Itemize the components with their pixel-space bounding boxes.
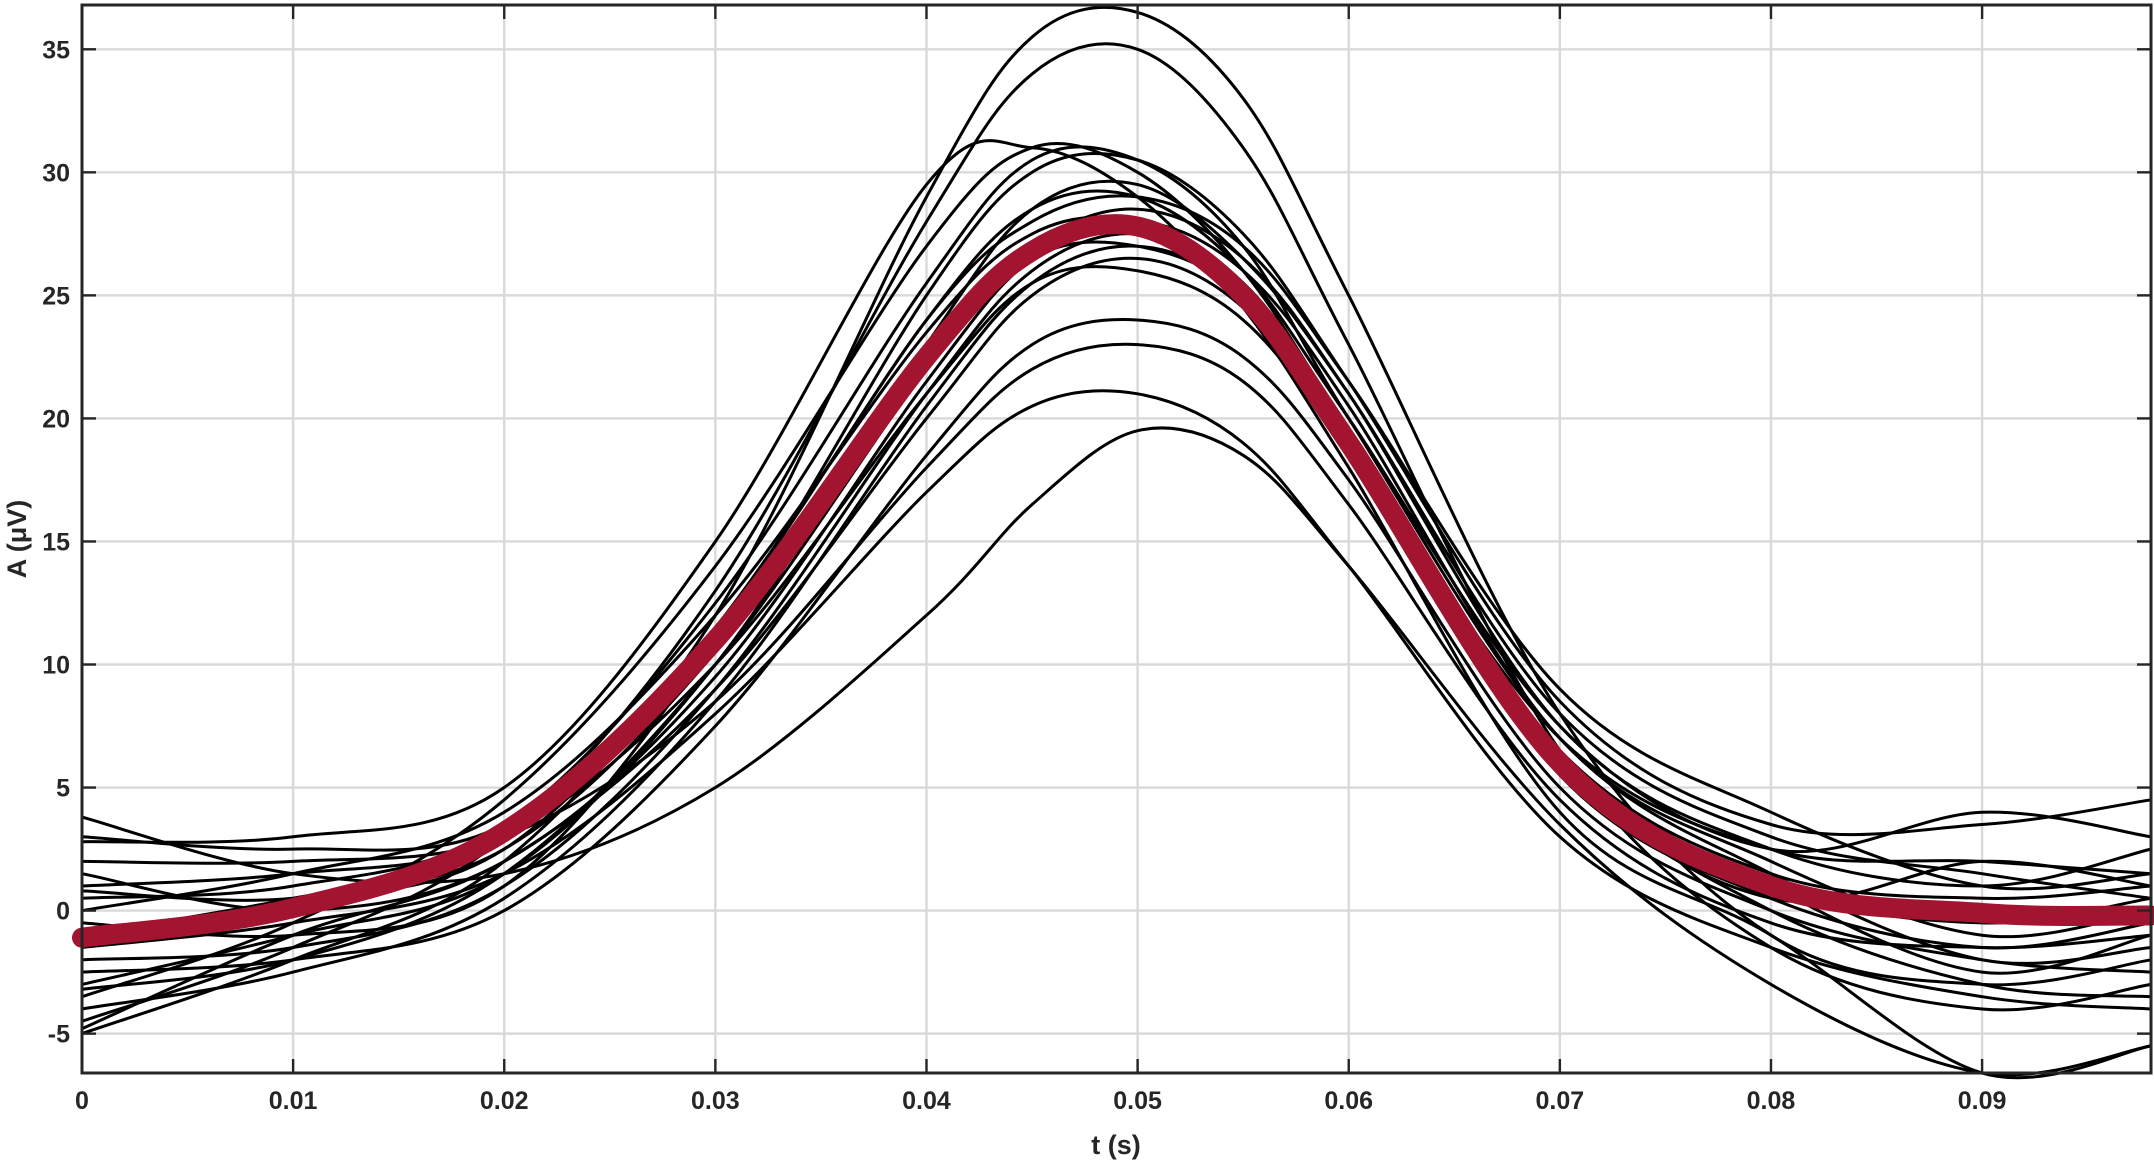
x-tick-label: 0 — [75, 1087, 89, 1115]
trial-line-5 — [81, 145, 2152, 965]
grid — [82, 5, 2151, 1073]
x-tick-label: 0.02 — [480, 1087, 529, 1115]
y-tick-labels: -5 0 5 10 15 20 25 30 35 — [42, 36, 70, 1048]
trial-line-6 — [81, 179, 2152, 986]
y-tick-label: 25 — [42, 282, 70, 310]
y-tick-label: -5 — [48, 1021, 70, 1049]
x-tick-label: 0.05 — [1113, 1087, 1162, 1115]
axes-box — [80, 3, 2153, 1075]
x-tick-label: 0.06 — [1324, 1087, 1373, 1115]
y-tick-label: 5 — [56, 775, 70, 803]
x-tick-label: 0.09 — [1958, 1087, 2007, 1115]
y-tick-label: 15 — [42, 528, 70, 556]
trial-line-8 — [81, 207, 2152, 937]
x-tick-label: 0.04 — [902, 1087, 951, 1115]
x-tick-label: 0.03 — [691, 1087, 740, 1115]
trial-line-19 — [81, 152, 2152, 939]
y-tick-label: 20 — [42, 405, 70, 433]
tick-marks — [80, 5, 2151, 1073]
trial-line-13 — [81, 256, 2152, 1031]
trial-line-20 — [81, 189, 2152, 902]
x-tick-label: 0.08 — [1747, 1087, 1796, 1115]
y-tick-label: 10 — [42, 652, 70, 680]
x-axis-label: t (s) — [1091, 1130, 1141, 1160]
trial-line-16 — [81, 342, 2152, 950]
x-tick-label: 0.01 — [269, 1087, 318, 1115]
y-axis-label: A (μV) — [2, 500, 32, 579]
trial-line-15 — [81, 318, 2152, 974]
y-tick-label: 0 — [56, 898, 70, 926]
mean-line-group — [72, 214, 2154, 948]
x-tick-labels: 0 0.01 0.02 0.03 0.04 0.05 0.06 0.07 0.08 0.09 — [75, 1087, 2006, 1115]
y-tick-label: 35 — [42, 36, 70, 64]
mean-line — [72, 214, 2154, 948]
trial-line-3 — [81, 139, 2152, 1080]
x-tick-label: 0.07 — [1536, 1087, 1585, 1115]
trial-line-18 — [81, 426, 2152, 1077]
y-tick-label: 30 — [42, 159, 70, 187]
